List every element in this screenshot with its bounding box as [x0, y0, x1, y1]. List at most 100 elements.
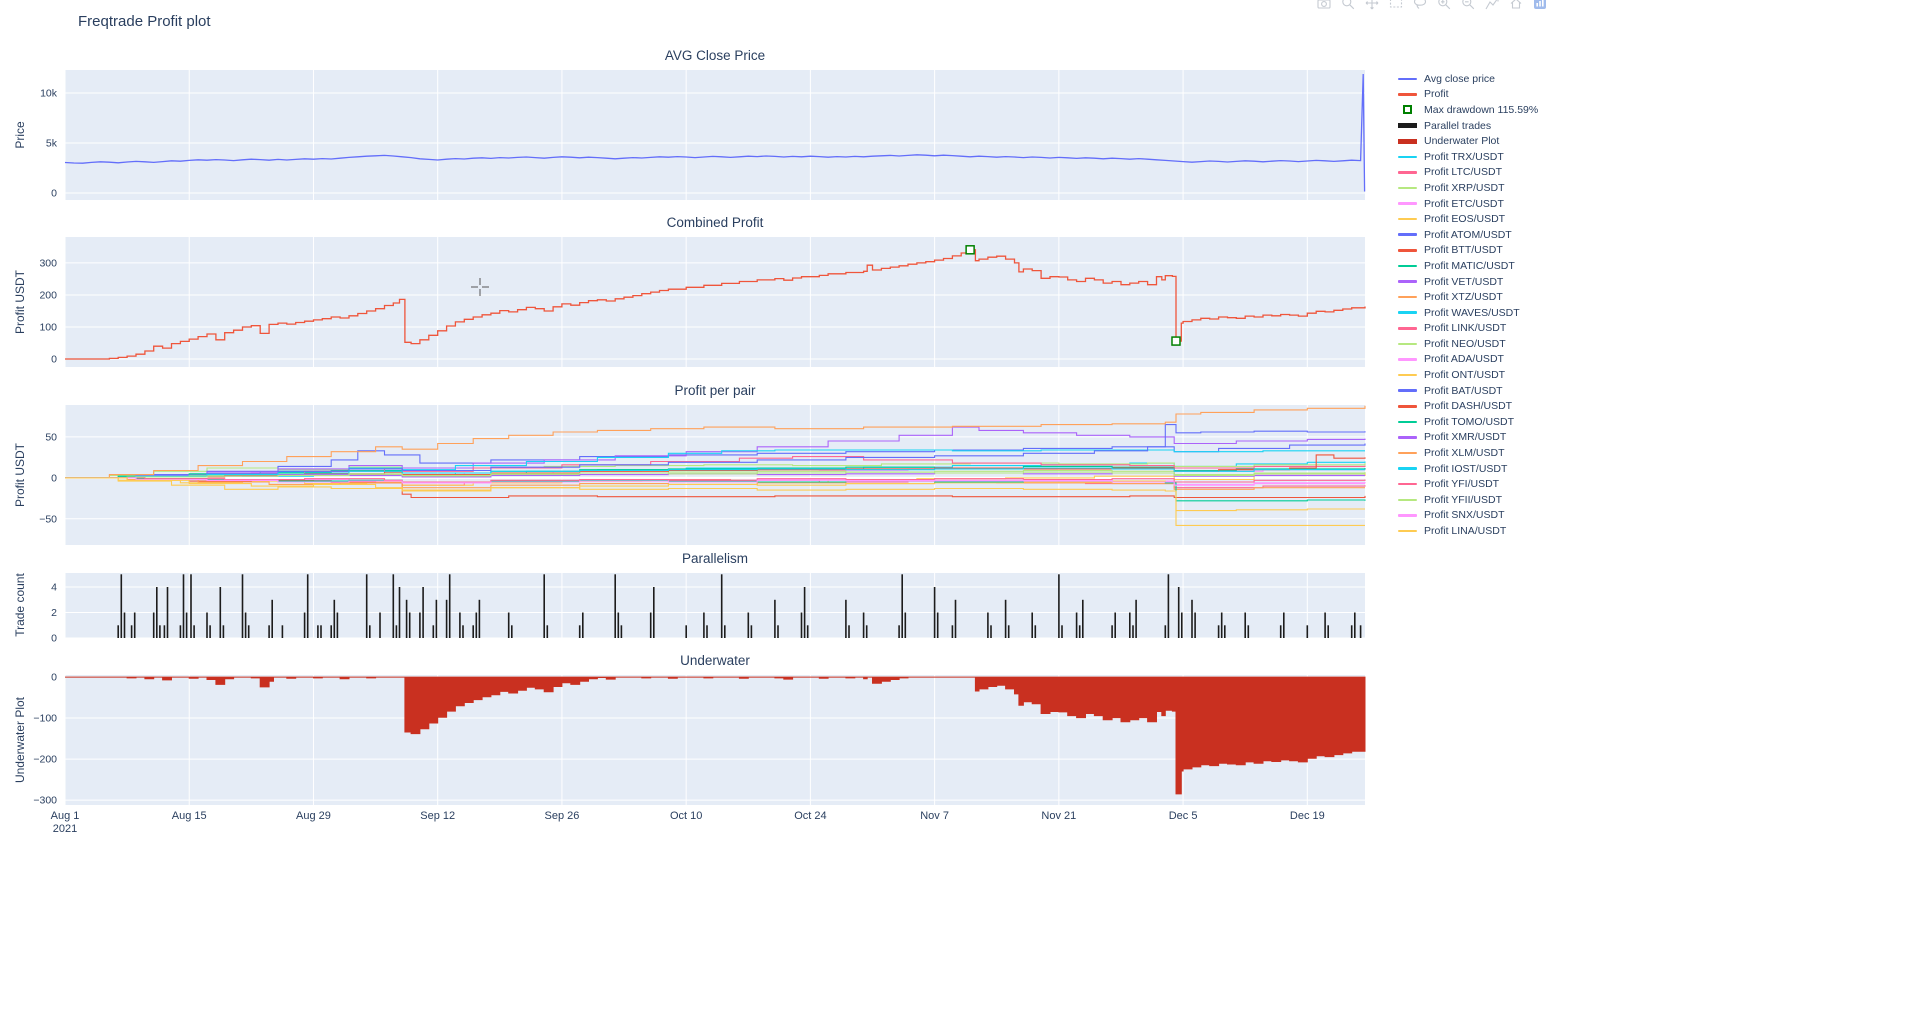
legend-item-profit-ltc-usdt[interactable]: Profit LTC/USDT — [1398, 165, 1538, 181]
legend-item-profit-xmr-usdt[interactable]: Profit XMR/USDT — [1398, 430, 1538, 446]
legend-item-profit-yfii-usdt[interactable]: Profit YFII/USDT — [1398, 492, 1538, 508]
series-underwater-plot — [65, 676, 1366, 795]
lasso-icon — [1413, 0, 1427, 9]
legend-item-profit-dash-usdt[interactable]: Profit DASH/USDT — [1398, 398, 1538, 414]
series-color-swatch — [1398, 436, 1417, 439]
legend-label: Profit TRX/USDT — [1424, 150, 1504, 163]
legend-item-profit-trx-usdt[interactable]: Profit TRX/USDT — [1398, 149, 1538, 165]
series-color-swatch — [1398, 155, 1417, 159]
home-icon — [1510, 0, 1522, 9]
legend-label: Profit — [1424, 88, 1449, 101]
legend-label: Max drawdown 115.59% — [1424, 103, 1539, 116]
legend-label: Profit VET/USDT — [1424, 275, 1504, 288]
legend-label: Underwater Plot — [1424, 135, 1500, 148]
series-color-swatch — [1398, 295, 1417, 299]
legend-item-profit-link-usdt[interactable]: Profit LINK/USDT — [1398, 321, 1538, 337]
figure-title: Freqtrade Profit plot — [78, 13, 211, 30]
y-tick-label: 0 — [51, 672, 57, 684]
y-axis-label-price: Price — [13, 121, 27, 149]
y-tick-label: 200 — [39, 289, 57, 301]
series-avg-close-price — [64, 73, 1366, 192]
legend-label: Profit YFI/USDT — [1424, 478, 1500, 491]
legend-item-profit-xrp-usdt[interactable]: Profit XRP/USDT — [1398, 180, 1538, 196]
series-color-swatch — [1398, 420, 1417, 424]
series-color-swatch — [1398, 138, 1417, 144]
legend-label: Profit BTT/USDT — [1424, 244, 1503, 257]
legend-label: Profit BAT/USDT — [1424, 384, 1503, 397]
series-profit-iost-usdt — [65, 467, 1365, 479]
pan-button[interactable] — [1365, 0, 1380, 11]
legend-item-underwater-plot[interactable]: Underwater Plot — [1398, 133, 1538, 149]
legend-item-profit-atom-usdt[interactable]: Profit ATOM/USDT — [1398, 227, 1538, 243]
zoom-in-button[interactable] — [1437, 0, 1452, 11]
legend-item-profit-tomo-usdt[interactable]: Profit TOMO/USDT — [1398, 414, 1538, 430]
legend-item-profit-ada-usdt[interactable]: Profit ADA/USDT — [1398, 352, 1538, 368]
zoom-in-icon — [1438, 0, 1451, 10]
y-tick-label: 5k — [46, 138, 58, 150]
legend-label: Profit ADA/USDT — [1424, 353, 1504, 366]
legend-item-profit-etc-usdt[interactable]: Profit ETC/USDT — [1398, 196, 1538, 212]
series-profit-yfi-usdt — [65, 477, 1366, 483]
panel-title-avg-close-price: AVG Close Price — [664, 48, 766, 63]
y-tick-label: −100 — [33, 713, 57, 725]
max-drawdown-marker — [965, 245, 975, 255]
series-color-swatch — [1398, 498, 1417, 502]
series-color-swatch — [1398, 327, 1417, 330]
legend-item-profit-xtz-usdt[interactable]: Profit XTZ/USDT — [1398, 289, 1538, 305]
panel-title-underwater: Underwater — [680, 653, 750, 668]
series-color-swatch — [1398, 233, 1417, 236]
series-color-swatch — [1398, 93, 1417, 96]
x-tick-label: Sep 26 — [544, 810, 579, 822]
legend-item-profit-vet-usdt[interactable]: Profit VET/USDT — [1398, 274, 1538, 290]
zoom-out-button[interactable] — [1461, 0, 1476, 11]
legend-item-profit-ont-usdt[interactable]: Profit ONT/USDT — [1398, 367, 1538, 383]
legend-item-avg-close-price[interactable]: Avg close price — [1398, 71, 1538, 87]
plotly-logo-button[interactable] — [1533, 0, 1548, 11]
legend-item-profit-yfi-usdt[interactable]: Profit YFI/USDT — [1398, 476, 1538, 492]
legend-label: Profit LTC/USDT — [1424, 166, 1502, 179]
series-color-swatch — [1398, 202, 1417, 205]
legend-label: Profit XMR/USDT — [1424, 431, 1507, 444]
legend-label: Profit WAVES/USDT — [1424, 306, 1520, 319]
legend-item-profit-lina-usdt[interactable]: Profit LINA/USDT — [1398, 523, 1538, 539]
panel-background — [65, 70, 1365, 200]
legend-item-profit-bat-usdt[interactable]: Profit BAT/USDT — [1398, 383, 1538, 399]
series-color-swatch — [1398, 373, 1417, 377]
legend-label: Profit DASH/USDT — [1424, 400, 1513, 413]
y-tick-label: 10k — [40, 88, 58, 100]
legend-item-profit-iost-usdt[interactable]: Profit IOST/USDT — [1398, 461, 1538, 477]
legend-item-profit-neo-usdt[interactable]: Profit NEO/USDT — [1398, 336, 1538, 352]
panel-background — [65, 237, 1365, 367]
series-parallel-trades — [117, 574, 1362, 638]
legend-item-profit-eos-usdt[interactable]: Profit EOS/USDT — [1398, 211, 1538, 227]
plotly-modebar — [1317, 0, 1548, 11]
panel-underwater: 0 −100 −200 −300 — [33, 672, 1366, 807]
legend-item-profit-btt-usdt[interactable]: Profit BTT/USDT — [1398, 243, 1538, 259]
panel-title-parallelism: Parallelism — [681, 551, 749, 566]
reset-axes-button[interactable] — [1509, 0, 1524, 11]
max-drawdown-marker — [1171, 336, 1181, 346]
lasso-select-button[interactable] — [1413, 0, 1428, 11]
legend-item-profit-xlm-usdt[interactable]: Profit XLM/USDT — [1398, 445, 1538, 461]
legend-label: Profit LINK/USDT — [1424, 322, 1507, 335]
y-tick-label: 0 — [51, 633, 57, 645]
legend-item-max-drawdown-115-59-[interactable]: Max drawdown 115.59% — [1398, 102, 1538, 118]
series-color-swatch — [1398, 280, 1417, 283]
series-color-swatch — [1398, 342, 1417, 346]
legend-item-profit-snx-usdt[interactable]: Profit SNX/USDT — [1398, 508, 1538, 524]
legend-item-profit-matic-usdt[interactable]: Profit MATIC/USDT — [1398, 258, 1538, 274]
series-color-swatch — [1398, 358, 1417, 361]
y-tick-label: 0 — [51, 353, 57, 365]
autoscale-button[interactable] — [1485, 0, 1500, 11]
zoom-button[interactable] — [1341, 0, 1356, 11]
series-profit-ont-usdt — [65, 477, 1365, 526]
legend-item-profit-waves-usdt[interactable]: Profit WAVES/USDT — [1398, 305, 1538, 321]
box-select-button[interactable] — [1389, 0, 1404, 11]
series-color-swatch — [1398, 529, 1417, 533]
y-tick-label: −50 — [39, 513, 57, 525]
legend-item-parallel-trades[interactable]: Parallel trades — [1398, 118, 1538, 134]
legend-item-profit[interactable]: Profit — [1398, 87, 1538, 103]
series-profit-xlm-usdt — [65, 405, 1366, 479]
download-png-button[interactable] — [1317, 0, 1332, 11]
